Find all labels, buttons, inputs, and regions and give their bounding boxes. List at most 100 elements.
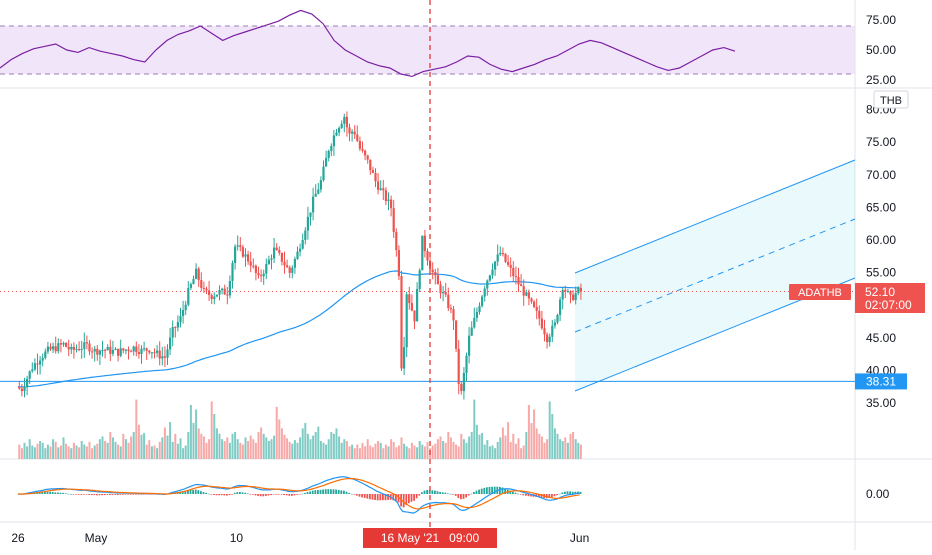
volume-bar	[442, 441, 445, 459]
volume-bar	[143, 432, 146, 459]
price-tick-label: 75.00	[866, 135, 896, 149]
volume-bar	[460, 433, 463, 459]
macd-histogram-bar	[44, 491, 46, 494]
candle-body	[387, 199, 390, 202]
volume-bar	[447, 432, 450, 459]
candle-body	[538, 310, 541, 319]
macd-histogram-bar	[239, 491, 241, 494]
candle-body	[569, 291, 572, 295]
candle-body	[478, 306, 481, 312]
volume-bar	[564, 437, 567, 459]
macd-histogram-bar	[413, 494, 415, 501]
candle-body	[44, 351, 47, 358]
macd-histogram-bar	[311, 490, 314, 494]
volume-bar	[265, 437, 268, 459]
volume-bar	[96, 443, 99, 459]
volume-bar	[561, 441, 564, 459]
volume-bar	[23, 442, 26, 459]
time-axis[interactable]: 26May1024Jun	[11, 531, 589, 545]
macd-histogram-bar	[249, 494, 252, 495]
candle-body	[408, 294, 411, 304]
volume-bar	[369, 445, 372, 459]
candle-body	[527, 292, 530, 299]
macd-histogram-bar	[408, 494, 410, 504]
macd-histogram-bar	[483, 487, 486, 494]
price-tick-label: 45.00	[866, 331, 896, 345]
candle-body	[444, 292, 447, 295]
macd-histogram-bar	[187, 490, 189, 494]
volume-bar	[449, 437, 452, 459]
macd-histogram-bar	[46, 491, 49, 494]
macd-histogram-bar	[194, 489, 197, 494]
volume-bar	[127, 442, 130, 459]
macd-histogram-bar	[566, 491, 569, 494]
macd-histogram-bar	[527, 494, 530, 497]
macd-histogram-bar	[109, 494, 111, 496]
price-tick-label: 70.00	[866, 168, 896, 182]
macd-histogram-bar	[241, 492, 244, 494]
volume-bar	[65, 443, 68, 459]
candles	[18, 111, 582, 400]
macd-histogram-bar	[538, 494, 540, 498]
macd-histogram-bar	[244, 492, 246, 494]
volume-bar	[371, 447, 374, 459]
macd-pane[interactable]	[17, 476, 582, 514]
candle-body	[65, 343, 68, 347]
candle-body	[512, 267, 515, 277]
candle-body	[161, 356, 164, 359]
volume-bar	[91, 448, 94, 459]
volume-bar	[301, 428, 304, 459]
volume-bar	[507, 422, 510, 459]
candle-body	[345, 116, 348, 128]
macd-histogram-bar	[428, 490, 431, 494]
macd-histogram-bar	[49, 491, 51, 494]
macd-histogram-bar	[478, 489, 480, 494]
volume-bar	[319, 441, 322, 459]
candle-body	[436, 275, 439, 285]
macd-histogram-bar	[480, 488, 483, 494]
volume-bar	[70, 448, 73, 459]
volume-bar	[486, 440, 489, 459]
candle-body	[327, 150, 330, 159]
candle-body	[67, 346, 70, 350]
candle-body	[418, 270, 421, 289]
volume-bar	[405, 446, 408, 459]
candle-body	[366, 155, 369, 160]
macd-histogram-bar	[467, 494, 470, 496]
macd-histogram-bar	[231, 494, 233, 495]
volume-bar	[130, 436, 133, 459]
volume-bar	[83, 444, 86, 459]
macd-histogram-bar	[366, 494, 369, 499]
macd-histogram-bar	[457, 494, 460, 498]
volume-bar	[351, 444, 354, 459]
volume-bar	[338, 436, 341, 459]
symbol-tag[interactable]	[789, 284, 851, 300]
candle-body	[517, 276, 520, 285]
macd-histogram-bar	[348, 492, 350, 494]
macd-histogram-bar	[436, 491, 439, 494]
macd-histogram-bar	[200, 491, 202, 494]
candle-body	[447, 294, 450, 308]
volume-bar	[67, 446, 70, 459]
volume-bar	[283, 434, 286, 459]
macd-histogram-bar	[382, 494, 384, 501]
macd-histogram-bar	[504, 488, 506, 494]
volume-bar	[239, 442, 242, 459]
candle-body	[275, 247, 278, 250]
volume-bar	[317, 426, 320, 459]
macd-histogram-bar	[561, 492, 564, 494]
volume-bar	[431, 445, 434, 459]
rsi-pane[interactable]	[0, 9, 855, 78]
candle-body	[509, 264, 512, 268]
volume-bar	[267, 441, 270, 459]
candle-body	[83, 342, 86, 349]
candle-body	[236, 245, 239, 247]
channel-upper-line	[574, 159, 856, 274]
volume-bar	[314, 432, 317, 459]
macd-histogram-bar	[345, 491, 348, 494]
macd-histogram-bar	[288, 494, 291, 496]
volume-bar	[208, 439, 211, 459]
candle-body	[364, 150, 367, 156]
volume-bar	[75, 445, 78, 459]
